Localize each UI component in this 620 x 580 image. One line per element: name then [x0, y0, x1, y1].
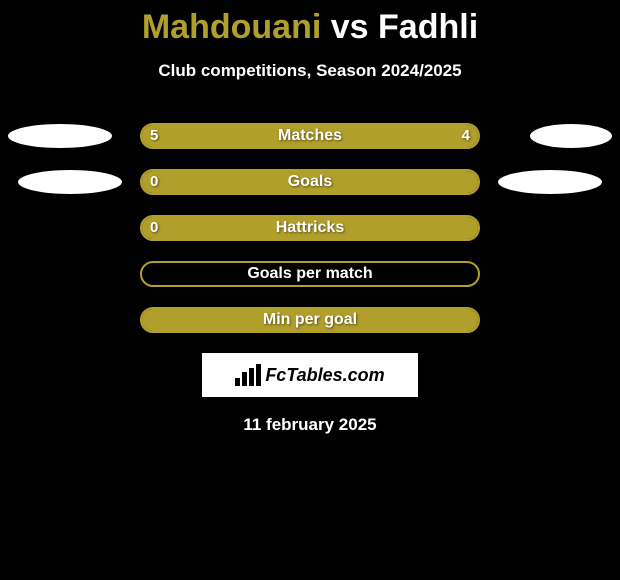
stat-value-a: 5: [150, 123, 158, 149]
player-b-badge: [530, 124, 612, 148]
stat-row: Min per goal: [0, 307, 620, 333]
player-a-badge: [8, 124, 112, 148]
bars-icon: [235, 364, 261, 386]
comparison-chart: Matches54Goals0Hattricks0Goals per match…: [0, 123, 620, 333]
stat-label: Hattricks: [142, 217, 478, 239]
stat-row: Matches5 4: [0, 123, 620, 149]
stat-row: Goals0: [0, 169, 620, 195]
vs-text: vs: [331, 8, 369, 46]
stat-row: Hattricks0: [0, 215, 620, 241]
stat-label: Goals: [142, 171, 478, 193]
stat-value-b: 4: [462, 123, 470, 149]
fctables-logo: FcTables.com: [202, 353, 418, 397]
stat-label: Goals per match: [142, 263, 478, 285]
stat-row: Goals per match: [0, 261, 620, 287]
stat-value-a: 0: [150, 215, 158, 241]
stat-label: Min per goal: [142, 309, 478, 331]
stat-bar: Goals: [140, 169, 480, 195]
comparison-title: Mahdouani vs Fadhli: [0, 0, 620, 47]
player-a-name: Mahdouani: [142, 8, 321, 46]
stat-bar: Min per goal: [140, 307, 480, 333]
player-b-name: Fadhli: [378, 8, 478, 46]
stat-label: Matches: [142, 125, 478, 147]
stat-bar: Matches: [140, 123, 480, 149]
subtitle: Club competitions, Season 2024/2025: [0, 61, 620, 81]
stat-bar: Hattricks: [140, 215, 480, 241]
stat-bar: Goals per match: [140, 261, 480, 287]
date-text: 11 february 2025: [0, 415, 620, 435]
logo-text: FcTables.com: [265, 365, 384, 386]
stat-value-a: 0: [150, 169, 158, 195]
player-b-badge: [498, 170, 602, 194]
player-a-badge: [18, 170, 122, 194]
